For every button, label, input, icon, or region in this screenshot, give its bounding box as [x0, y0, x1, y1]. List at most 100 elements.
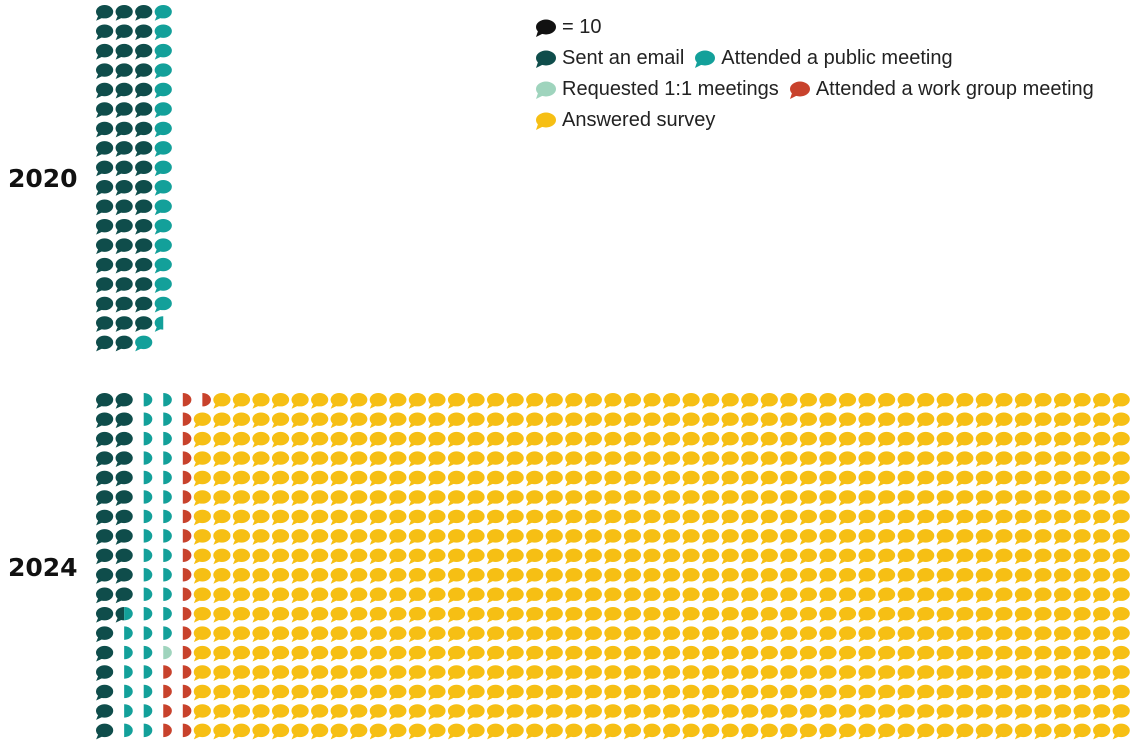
waffle-glyph [1034, 568, 1052, 584]
waffle-glyph [115, 568, 133, 584]
waffle-glyph [193, 684, 211, 701]
waffle-glyph [252, 665, 270, 682]
waffle-glyph [545, 568, 563, 584]
waffle-glyph [526, 723, 544, 740]
waffle-glyph [917, 587, 935, 604]
waffle-glyph [741, 704, 759, 720]
waffle-glyph [291, 704, 309, 720]
waffle-glyph [858, 470, 876, 487]
waffle-glyph [369, 529, 387, 545]
waffle-glyph [467, 548, 485, 565]
waffle-glyph [565, 606, 583, 623]
waffle-glyph [858, 431, 876, 448]
waffle-glyph [143, 470, 153, 485]
waffle-glyph [389, 723, 407, 740]
waffle-glyph [311, 665, 329, 682]
waffle-glyph [662, 548, 681, 565]
waffle-glyph [182, 548, 192, 563]
waffle-glyph [428, 626, 446, 643]
waffle-glyph [291, 606, 309, 623]
waffle-glyph [447, 606, 466, 623]
waffle-glyph [995, 723, 1013, 740]
waffle-glyph [526, 470, 544, 487]
waffle-glyph [936, 529, 954, 545]
waffle-glyph [115, 509, 133, 526]
waffle-glyph [526, 548, 544, 565]
waffle-glyph [1093, 587, 1111, 604]
waffle-glyph [467, 529, 485, 545]
waffle-glyph [1014, 529, 1033, 545]
waffle-glyph [819, 704, 837, 720]
waffle-glyph [96, 5, 114, 21]
waffle-glyph [96, 277, 114, 294]
waffle-glyph [1073, 704, 1091, 720]
waffle-glyph [163, 626, 172, 640]
waffle-glyph [369, 626, 387, 643]
waffle-glyph [467, 587, 485, 604]
waffle-glyph [584, 704, 602, 720]
waffle-glyph [115, 470, 133, 487]
waffle-glyph [232, 568, 251, 584]
waffle-glyph [1014, 723, 1033, 740]
waffle-glyph [447, 412, 466, 429]
waffle-glyph [741, 393, 759, 409]
waffle-glyph [330, 568, 348, 584]
waffle-glyph [760, 684, 778, 701]
waffle-glyph [291, 684, 309, 701]
waffle-glyph [956, 568, 974, 584]
waffle-glyph [897, 393, 915, 409]
waffle-glyph [506, 431, 524, 448]
waffle-glyph [428, 704, 446, 720]
waffle-glyph [780, 704, 798, 720]
waffle-glyph [447, 393, 466, 409]
waffle-glyph [115, 218, 133, 235]
waffle-glyph [232, 393, 251, 409]
waffle-glyph [506, 626, 524, 643]
waffle-glyph [975, 529, 993, 545]
waffle-glyph [975, 431, 993, 448]
waffle-glyph [995, 529, 1013, 545]
waffle-glyph [271, 606, 290, 623]
waffle-glyph [447, 587, 466, 604]
waffle-glyph [1093, 684, 1111, 701]
waffle-glyph [124, 704, 133, 718]
waffle-glyph [271, 684, 290, 701]
waffle-glyph [1073, 568, 1091, 584]
waffle-glyph [1034, 626, 1052, 643]
waffle-glyph [702, 626, 720, 643]
waffle-glyph [143, 548, 153, 563]
waffle-glyph [975, 412, 993, 429]
waffle-glyph [311, 509, 329, 526]
waffle-glyph [467, 568, 485, 584]
waffle-glyph [182, 412, 192, 426]
waffle-glyph [182, 665, 192, 679]
waffle-glyph [487, 568, 505, 584]
waffle-glyph [428, 412, 446, 429]
waffle-glyph [819, 665, 837, 682]
waffle-glyph [995, 451, 1013, 468]
waffle-glyph [819, 684, 837, 701]
waffle-glyph [643, 529, 661, 545]
waffle-glyph [1112, 393, 1130, 409]
waffle-glyph [702, 393, 720, 409]
waffle-glyph [389, 393, 407, 409]
waffle-glyph [682, 723, 700, 740]
waffle-glyph [389, 606, 407, 623]
waffle-glyph [202, 393, 211, 407]
waffle-glyph [271, 529, 290, 545]
waffle-glyph [96, 180, 114, 196]
waffle-glyph [565, 451, 583, 468]
waffle-glyph [565, 431, 583, 448]
waffle-glyph [526, 451, 544, 468]
waffle-glyph [682, 684, 700, 701]
waffle-glyph [271, 490, 290, 506]
waffle-glyph [682, 587, 700, 604]
waffle-glyph [487, 412, 505, 429]
waffle-glyph [96, 723, 114, 740]
waffle-glyph [1034, 431, 1052, 448]
waffle-glyph [526, 665, 544, 682]
waffle-glyph [917, 626, 935, 643]
waffle-glyph [917, 470, 935, 487]
waffle-glyph [526, 587, 544, 604]
waffle-glyph [1093, 568, 1111, 584]
